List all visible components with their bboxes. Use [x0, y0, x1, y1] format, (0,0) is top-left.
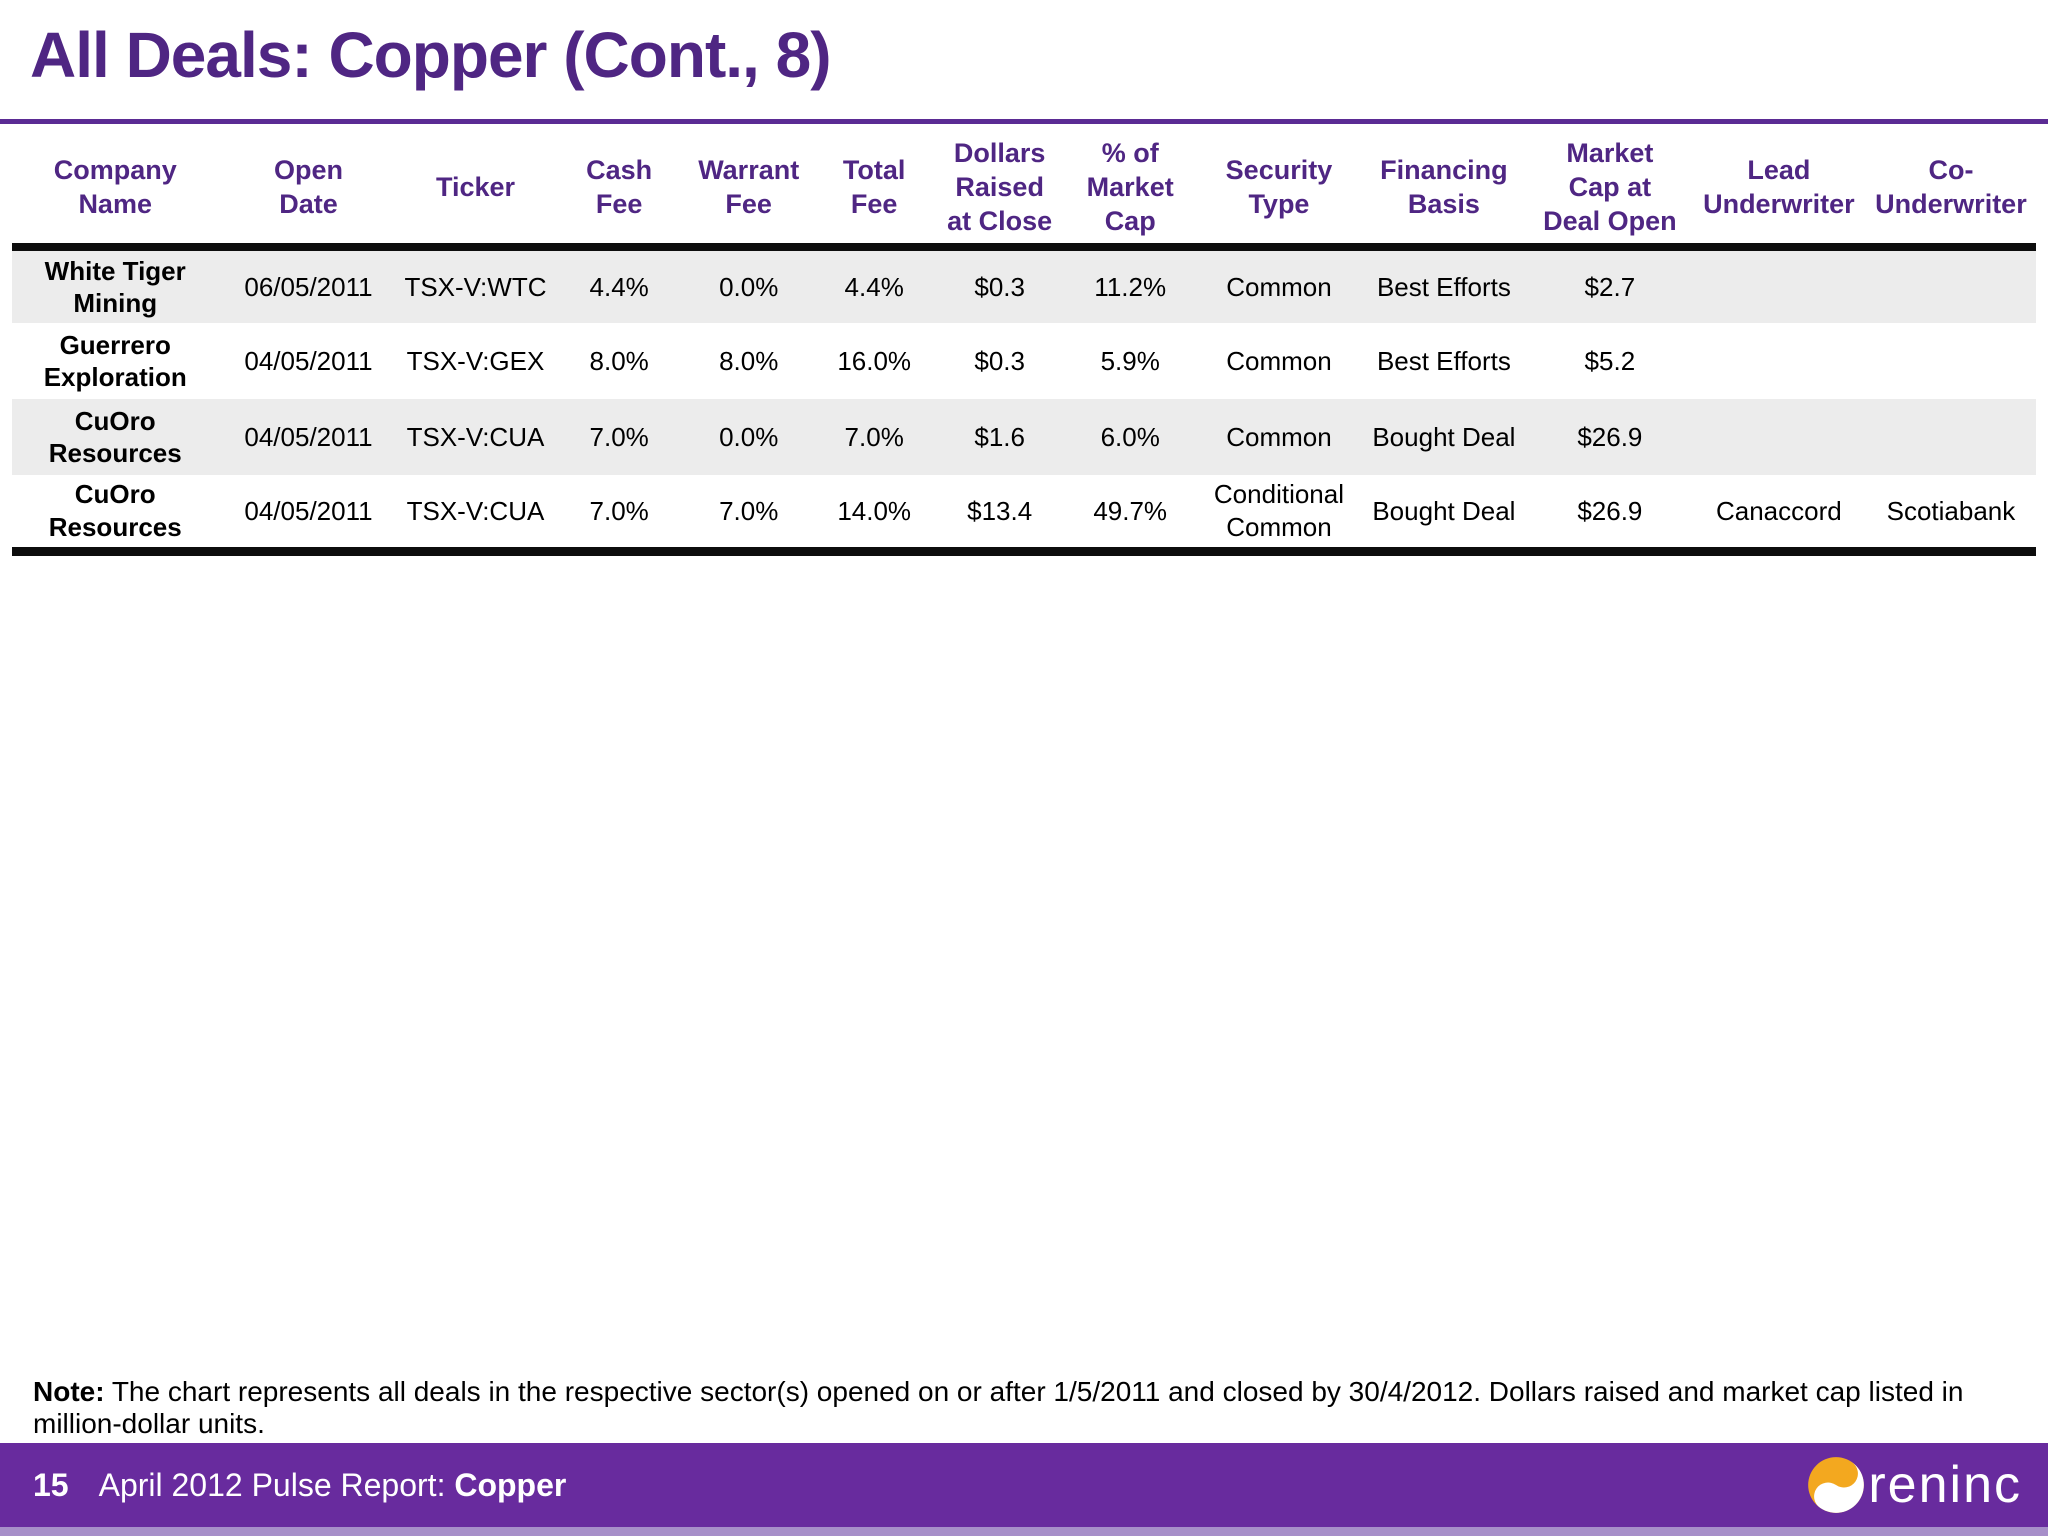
table-cell: $0.3 — [974, 271, 1025, 302]
table-cell: $26.9 — [1577, 421, 1643, 452]
table-cell: Scotiabank — [1865, 475, 2036, 556]
table-cell: 04/05/2011 — [244, 421, 373, 452]
column-header-13: Co- Underwriter — [1865, 133, 2036, 251]
table-cell: 7.0% — [552, 475, 686, 556]
table-cell: 04/05/2011 — [244, 345, 373, 376]
table-cell: TSX-V:GEX — [406, 345, 545, 376]
oreninc-logo: reninc — [1807, 1456, 2022, 1514]
table-cell: 4.4% — [844, 271, 904, 302]
table-cell — [1692, 399, 1866, 475]
column-header-2: Open Date — [218, 133, 399, 251]
footer-report-title: April 2012 Pulse Report: Copper — [98, 1466, 567, 1503]
column-header-6: Total Fee — [811, 133, 937, 251]
column-header-7: Dollars Raised at Close — [936, 133, 1063, 251]
table-cell: 7.0% — [844, 421, 904, 452]
table-cell — [1866, 323, 2036, 399]
oreninc-swirl-icon — [1808, 1457, 1865, 1513]
table-cell: 14.0% — [811, 475, 937, 556]
logo-wordmark: reninc — [1868, 1456, 2022, 1514]
table-cell: Common — [1226, 271, 1332, 302]
table-cell: 4.4% — [589, 271, 649, 302]
table-cell — [1866, 399, 2036, 475]
table-cell: $2.7 — [1584, 271, 1636, 302]
column-header-3: Ticker — [398, 133, 553, 251]
table-cell: Conditional Common — [1198, 475, 1360, 556]
table-cell: CuOro Resources — [12, 475, 219, 556]
table-header-row: Company Name Open Date Ticker Cash Fee Warra… — [12, 133, 2036, 251]
column-header-11: Market Cap at Deal Open — [1527, 133, 1692, 251]
page-title: All Deals: Copper (Cont., 8) — [30, 19, 831, 91]
title-divider — [0, 119, 2048, 124]
column-header-12: Lead Underwriter — [1691, 133, 1866, 251]
table-cell: Bought Deal — [1372, 421, 1516, 452]
table-cell: $5.2 — [1584, 345, 1636, 376]
footer-bar: 15 April 2012 Pulse Report: Copper renin… — [0, 1443, 2048, 1527]
page-number: 15 — [33, 1466, 69, 1503]
table-row: Guerrero Exploration 04/05/2011 TSX-V:GEX 8… — [12, 323, 2036, 399]
table-cell: $13.4 — [936, 475, 1063, 556]
table-row: White Tiger Mining 06/05/2011 TSX-V:WTC 4.4… — [12, 247, 2036, 323]
column-header-1: Company Name — [12, 133, 219, 251]
table-cell: Bought Deal — [1359, 475, 1528, 556]
column-header-8: % of Market Cap — [1062, 133, 1198, 251]
table-row: CuOro Resources 04/05/2011 TSX-V:CUA 7.0% 0.… — [12, 399, 2036, 475]
table-cell: $1.6 — [974, 421, 1025, 452]
table-cell: Common — [1226, 345, 1332, 376]
table-row: CuOro Resources 04/05/2011 TSX-V:CUA 7.0% 7.… — [12, 475, 2036, 556]
table-cell: TSX-V:WTC — [404, 271, 547, 302]
table-cell: TSX-V:CUA — [398, 475, 553, 556]
table-cell: 8.0% — [719, 345, 779, 376]
table-cell: CuOro Resources — [48, 405, 182, 469]
footer-accent-strip — [0, 1527, 2048, 1536]
table-cell: Best Efforts — [1376, 271, 1511, 302]
deals-table-container: Company Name Open Date Ticker Cash Fee Warra… — [12, 133, 2036, 556]
footnote-label: Note: — [33, 1376, 105, 1407]
footer-report-sector: Copper — [454, 1466, 567, 1503]
column-header-4: Cash Fee — [552, 133, 686, 251]
table-cell: 8.0% — [589, 345, 649, 376]
deals-table: Company Name Open Date Ticker Cash Fee Warra… — [12, 133, 2036, 556]
footnote-text: The chart represents all deals in the re… — [33, 1376, 1964, 1439]
table-cell: 49.7% — [1062, 475, 1198, 556]
table-cell: 16.0% — [837, 345, 912, 376]
table-cell: 7.0% — [589, 421, 649, 452]
table-cell: 6.0% — [1100, 421, 1160, 452]
table-cell: TSX-V:CUA — [406, 421, 545, 452]
table-cell: 0.0% — [719, 421, 779, 452]
table-cell: 11.2% — [1094, 271, 1167, 302]
table-cell — [1692, 247, 1866, 323]
table-cell: 0.0% — [719, 271, 779, 302]
footnote: Note: The chart represents all deals in … — [33, 1376, 2020, 1440]
column-header-5: Warrant Fee — [685, 133, 812, 251]
table-cell: 7.0% — [685, 475, 812, 556]
table-cell: 06/05/2011 — [244, 271, 373, 302]
table-cell: White Tiger Mining — [44, 255, 186, 319]
table-cell: Canaccord — [1691, 475, 1866, 556]
table-cell: $0.3 — [974, 345, 1025, 376]
column-header-9: Security Type — [1198, 133, 1360, 251]
table-cell: Guerrero Exploration — [43, 329, 187, 393]
table-cell: $26.9 — [1527, 475, 1692, 556]
table-cell — [1692, 323, 1866, 399]
table-cell: Best Efforts — [1376, 345, 1511, 376]
table-cell: 5.9% — [1100, 345, 1160, 376]
table-cell: 04/05/2011 — [218, 475, 399, 556]
column-header-10: Financing Basis — [1359, 133, 1528, 251]
table-cell: Common — [1226, 421, 1332, 452]
table-body: White Tiger Mining 06/05/2011 TSX-V:WTC 4.4… — [12, 247, 2036, 556]
table-cell — [1866, 247, 2036, 323]
